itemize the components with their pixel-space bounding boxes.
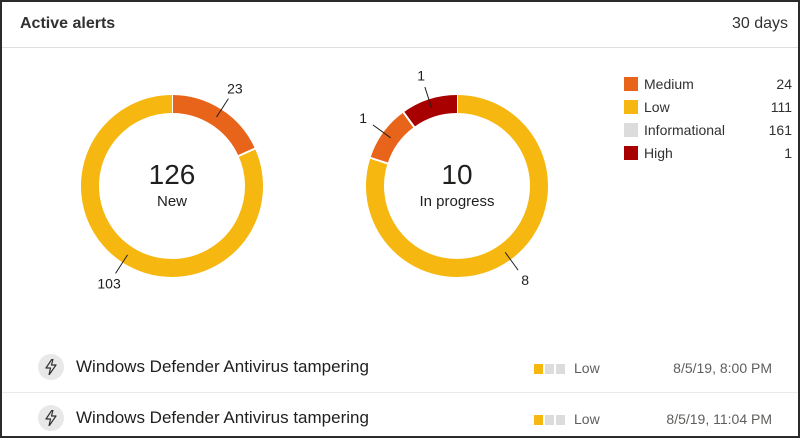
in-progress-alerts-chart: 8 1 1 10 In progress — [357, 50, 617, 340]
donut-center-value: 10 — [441, 159, 472, 190]
slice-leader-line — [115, 254, 128, 274]
slice-value-label: 103 — [97, 275, 121, 291]
legend-name: Informational — [644, 122, 725, 138]
lightning-icon — [38, 405, 64, 431]
slice-leader-line — [424, 86, 433, 109]
severity-segment — [556, 364, 565, 374]
severity-segment — [556, 415, 565, 425]
donut-slice-medium[interactable] — [370, 112, 415, 164]
legend-swatch — [624, 77, 638, 91]
legend-value: 161 — [768, 122, 792, 138]
slice-leader-line — [372, 124, 391, 139]
legend-swatch — [624, 100, 638, 114]
donut-slice-high[interactable] — [403, 95, 458, 128]
severity-segment — [545, 415, 554, 425]
slice-divider — [237, 147, 257, 158]
donut-center-value: 126 — [149, 159, 196, 190]
alert-title[interactable]: Windows Defender Antivirus tampering — [76, 408, 369, 427]
alert-row[interactable]: Windows Defender Antivirus tampering Low… — [2, 342, 798, 393]
slice-value-label: 1 — [417, 68, 425, 84]
severity-indicator — [534, 415, 566, 425]
severity-indicator — [534, 364, 566, 374]
legend-value: 1 — [784, 145, 792, 161]
severity-segment — [534, 364, 543, 374]
legend-swatch — [624, 146, 638, 160]
donut-slice-medium[interactable] — [171, 95, 255, 157]
card-header: Active alerts 30 days — [2, 2, 798, 48]
alert-timestamp: 8/5/19, 11:04 PM — [666, 411, 772, 427]
severity-segment — [534, 415, 543, 425]
slice-leader-line — [216, 98, 229, 118]
legend-name: Low — [644, 99, 670, 115]
slice-leader-line — [504, 252, 519, 271]
severity-legend: Medium 24 Low 111 Informational 161 High… — [624, 74, 792, 166]
legend-item-high[interactable]: High 1 — [624, 143, 792, 166]
slice-value-label: 1 — [359, 110, 367, 126]
donut-slice-low[interactable] — [366, 95, 548, 277]
legend-swatch — [624, 123, 638, 137]
legend-item-informational[interactable]: Informational 161 — [624, 120, 792, 143]
in-progress-alerts-donut: 8 1 1 10 In progress — [359, 68, 548, 288]
alert-title[interactable]: Windows Defender Antivirus tampering — [76, 357, 369, 376]
legend-value: 24 — [776, 76, 792, 92]
lightning-icon — [38, 354, 64, 380]
donut-center-label: In progress — [419, 193, 494, 210]
legend-item-medium[interactable]: Medium 24 — [624, 74, 792, 97]
severity-segment — [545, 364, 554, 374]
card-title: Active alerts — [20, 15, 116, 32]
slice-divider — [369, 156, 389, 165]
new-alerts-chart: 23 103 126 New — [72, 50, 332, 340]
alerts-list: Windows Defender Antivirus tampering Low… — [2, 342, 798, 436]
severity-label: Low — [574, 360, 600, 376]
legend-name: Medium — [644, 76, 694, 92]
alert-row[interactable]: Windows Defender Antivirus tampering Low… — [2, 393, 798, 436]
new-alerts-donut: 23 103 126 New — [81, 81, 263, 291]
slice-divider — [402, 110, 416, 129]
slice-value-label: 8 — [521, 272, 529, 288]
donut-center-label: New — [157, 193, 187, 210]
legend-name: High — [644, 145, 673, 161]
time-range-label[interactable]: 30 days — [731, 15, 788, 32]
alert-timestamp: 8/5/19, 8:00 PM — [673, 360, 772, 376]
slice-value-label: 23 — [227, 81, 243, 97]
severity-label: Low — [574, 411, 600, 427]
legend-item-low[interactable]: Low 111 — [624, 97, 792, 120]
legend-value: 111 — [770, 99, 792, 115]
